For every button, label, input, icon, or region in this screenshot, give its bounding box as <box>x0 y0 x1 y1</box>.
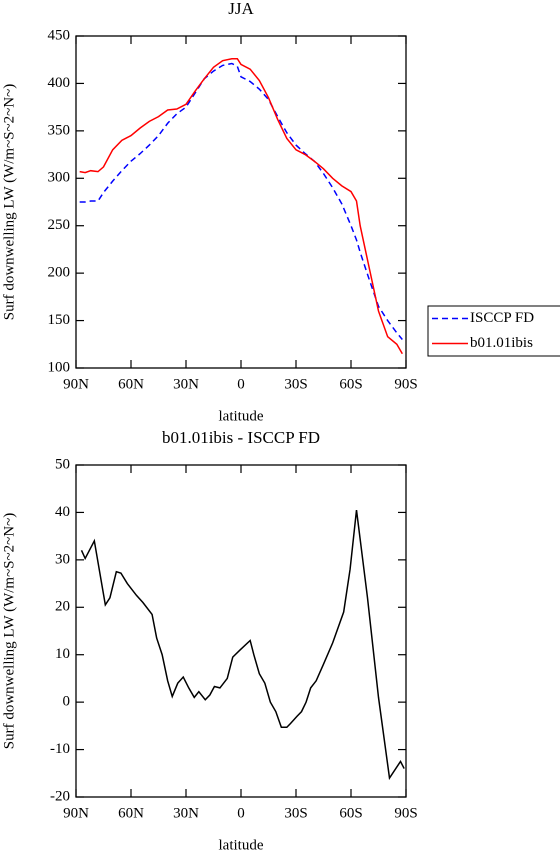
chart-title: b01.01ibis - ISCCP FD <box>162 428 320 447</box>
y-tick-label: 250 <box>48 217 71 233</box>
y-tick-label: 350 <box>48 122 71 138</box>
x-tick-label: 60S <box>339 805 362 821</box>
x-tick-label: 30N <box>173 805 199 821</box>
x-tick-label: 90N <box>63 376 89 392</box>
x-tick-label: 30S <box>284 805 307 821</box>
x-tick-label: 60S <box>339 376 362 392</box>
data-line <box>79 62 403 341</box>
x-tick-label: 90N <box>63 805 89 821</box>
x-tick-label: 60N <box>118 805 144 821</box>
x-axis-label: latitude <box>219 837 264 851</box>
y-tick-label: 40 <box>55 504 70 520</box>
y-tick-label: 450 <box>48 27 71 43</box>
y-tick-label: 50 <box>55 456 70 472</box>
x-tick-label: 0 <box>237 376 245 392</box>
chart-title: JJA <box>228 0 254 18</box>
x-tick-label: 30N <box>173 376 199 392</box>
y-tick-label: -20 <box>50 788 70 804</box>
plot-frame <box>75 464 407 798</box>
legend-label: ISCCP FD <box>470 310 534 326</box>
x-tick-label: 90S <box>394 805 417 821</box>
y-tick-label: 20 <box>55 599 70 615</box>
data-line <box>79 58 403 355</box>
legend-label: b01.01ibis <box>470 335 533 351</box>
y-tick-label: 400 <box>48 75 71 91</box>
x-axis-label: latitude <box>219 408 264 424</box>
y-tick-label: 10 <box>55 646 70 662</box>
x-tick-label: 30S <box>284 376 307 392</box>
y-tick-label: 300 <box>48 170 71 186</box>
y-tick-label: 150 <box>48 312 71 328</box>
legend-box <box>427 305 560 357</box>
x-tick-label: 90S <box>394 376 417 392</box>
x-tick-label: 60N <box>118 376 144 392</box>
y-tick-label: 30 <box>55 551 70 567</box>
y-axis-label: Surf downwelling LW (W/m~S~2~N~) <box>1 84 17 320</box>
y-tick-label: 0 <box>63 694 71 710</box>
data-line <box>80 509 405 781</box>
y-tick-label: 200 <box>48 265 71 281</box>
y-axis-label: Surf downwelling LW (W/m~S~2~N~) <box>1 513 17 749</box>
x-tick-label: 0 <box>237 805 245 821</box>
y-tick-label: 100 <box>48 359 71 375</box>
y-tick-label: -10 <box>50 741 70 757</box>
plot-frame <box>75 35 407 369</box>
